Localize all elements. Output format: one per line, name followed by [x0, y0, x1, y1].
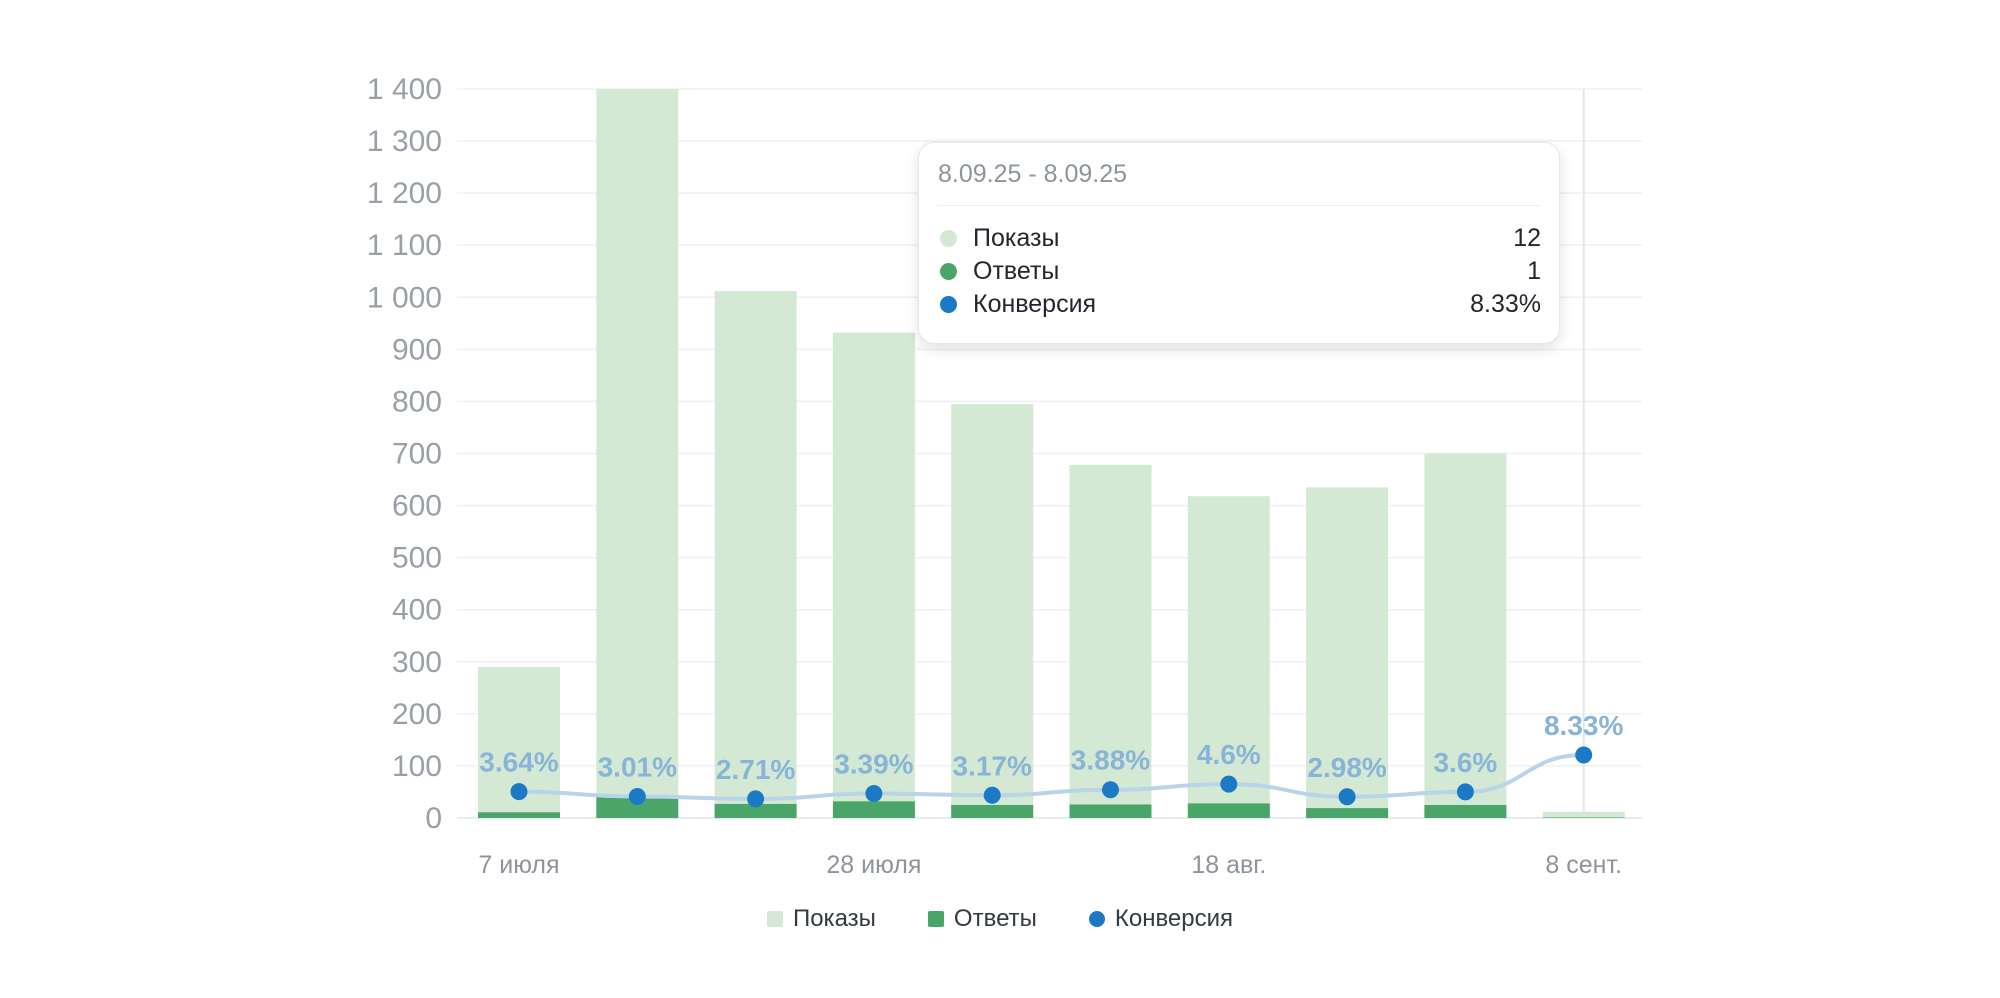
y-tick-label: 900	[392, 333, 442, 366]
tooltip-row-label: Конверсия	[973, 290, 1097, 318]
tooltip-row-impressions: Показы 12	[937, 222, 1541, 255]
conversion-point	[1220, 775, 1238, 793]
y-tick-label: 300	[392, 646, 442, 679]
conversion-data-label: 3.39%	[834, 749, 913, 780]
bar-answers	[714, 803, 797, 818]
tooltip-row-conversion: Конверсия 8.33%	[937, 288, 1541, 321]
tooltip-row-value: 1	[1527, 257, 1541, 285]
impressions-swatch-icon	[766, 911, 783, 927]
x-axis: 7 июля 28 июля 18 авг. 8 сент.	[478, 851, 1622, 879]
y-tick-label: 400	[392, 594, 442, 627]
tooltip-row-value: 8.33%	[1470, 290, 1541, 318]
bar-impressions	[596, 89, 679, 818]
bar-answers	[1424, 804, 1507, 818]
conversion-dot-icon	[1088, 911, 1105, 927]
tooltip-row-value: 12	[1513, 224, 1541, 252]
y-tick-label: 600	[392, 490, 442, 523]
y-tick-label: 700	[392, 438, 442, 471]
tooltip-row-label: Ответы	[973, 257, 1060, 285]
bar-answers	[478, 812, 560, 818]
bar-impressions	[1187, 496, 1270, 818]
conversion-point	[510, 783, 528, 801]
legend-label: Конверсия	[1114, 905, 1234, 932]
x-tick-label: 28 июля	[826, 851, 921, 879]
bar-impressions	[714, 291, 797, 819]
bar-answers	[1069, 804, 1152, 818]
bar-impressions	[951, 404, 1034, 818]
x-tick-label: 8 сент.	[1545, 851, 1622, 879]
y-axis: 0 100 200 300 400 500 600 700 800 900 1 000 1 100 1 …	[367, 73, 442, 835]
bar-answers	[1306, 808, 1389, 818]
bar-impressions	[1069, 464, 1152, 818]
legend-item-conversion[interactable]: Конверсия	[1088, 905, 1234, 933]
conversion-point	[1338, 788, 1356, 806]
conversion-point	[1102, 781, 1119, 799]
legend-label: Показы	[792, 905, 876, 932]
conversion-data-label: 3.01%	[598, 752, 677, 783]
bars	[478, 89, 1625, 819]
conversion-point	[1456, 783, 1474, 801]
conversion-dot-icon	[940, 296, 957, 313]
conversion-line	[518, 753, 1584, 801]
legend-label: Ответы	[953, 905, 1037, 932]
answers-swatch-icon	[927, 911, 944, 927]
y-tick-label: 1 300	[367, 125, 442, 158]
conversion-data-label: 3.88%	[1071, 745, 1150, 776]
conversion-point	[628, 788, 646, 806]
y-tick-label: 0	[425, 802, 442, 835]
y-tick-label: 1 000	[367, 281, 442, 314]
impressions-dot-icon	[940, 230, 957, 247]
y-tick-label: 200	[392, 698, 442, 731]
bar-impressions	[1424, 453, 1507, 818]
tooltip-row-label: Показы	[973, 224, 1060, 252]
tooltip-title: 8.09.25 - 8.09.25	[937, 160, 1541, 206]
bar-impressions	[832, 332, 915, 818]
conversion-point	[865, 785, 883, 803]
bar-impressions	[1306, 487, 1389, 818]
y-tick-label: 500	[392, 542, 442, 575]
conversion-data-label: 3.6%	[1433, 747, 1497, 778]
conversion-point	[983, 786, 1001, 804]
bar-answers	[951, 804, 1034, 818]
conversion-data-label: 3.17%	[952, 750, 1031, 781]
conversion-data-label: 2.98%	[1307, 752, 1386, 783]
bar-impressions	[1542, 811, 1625, 818]
y-tick-label: 1 400	[367, 73, 442, 106]
tooltip-row-answers: Ответы 1	[937, 255, 1541, 288]
y-tick-label: 800	[392, 385, 442, 418]
conversion-series: 3.64% 3.01% 2.71% 3.39% 3.17% 3.88% 4.6% 2.98% 3…	[479, 710, 1623, 808]
bar-answers	[596, 796, 679, 818]
legend-item-impressions[interactable]: Показы	[766, 905, 876, 933]
bar-answers	[1542, 817, 1625, 818]
bar-answers	[1187, 803, 1270, 818]
bar-answers	[832, 801, 915, 818]
conversion-data-label: 3.64%	[479, 747, 558, 778]
y-tick-label: 1 200	[367, 177, 442, 210]
legend-item-answers[interactable]: Ответы	[927, 905, 1037, 933]
tooltip: 8.09.25 - 8.09.25 Показы 12 Ответы 1 Кон…	[918, 142, 1560, 344]
conversion-point	[1575, 746, 1593, 764]
conversion-point	[747, 790, 765, 808]
y-tick-label: 100	[392, 750, 442, 783]
x-tick-label: 7 июля	[478, 851, 559, 879]
conversion-data-label: 4.6%	[1197, 739, 1261, 770]
x-tick-label: 18 авг.	[1191, 851, 1266, 879]
y-tick-label: 1 100	[367, 229, 442, 262]
conversion-data-label: 2.71%	[716, 754, 795, 785]
conversion-data-label: 8.33%	[1544, 710, 1623, 741]
answers-dot-icon	[940, 263, 957, 280]
legend: Показы Ответы Конверсия	[0, 905, 2000, 933]
